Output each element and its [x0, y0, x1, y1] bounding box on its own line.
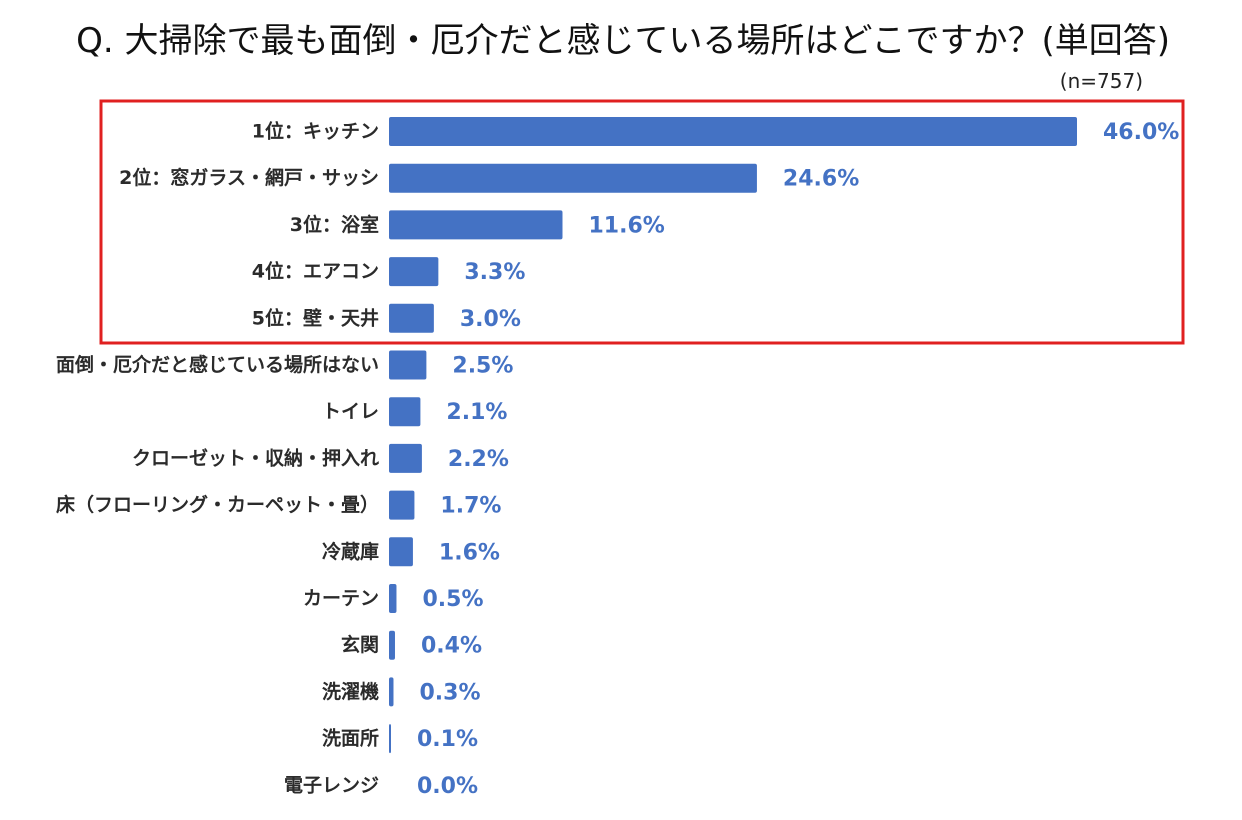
- category-label: 床（フローリング・カーペット・畳）: [56, 493, 379, 516]
- value-label: 2.1%: [446, 400, 507, 425]
- bar: [389, 537, 413, 567]
- value-label: 3.0%: [460, 307, 521, 332]
- category-label: 洗面所: [322, 727, 379, 750]
- value-label: 2.2%: [448, 447, 509, 472]
- chart-title: Q. 大掃除で最も面倒・厄介だと感じている場所はどこですか？(単回答): [76, 21, 1170, 61]
- value-label: 3.3%: [464, 260, 525, 285]
- bar: [389, 724, 391, 754]
- value-label: 0.3%: [419, 680, 480, 705]
- bar: [389, 397, 421, 427]
- value-label: 46.0%: [1103, 120, 1179, 145]
- category-label: 3位：浴室: [290, 213, 379, 236]
- category-label: クローゼット・収納・押入れ: [132, 446, 379, 469]
- value-label: 2.5%: [452, 354, 513, 379]
- category-label: 2位：窓ガラス・網戸・サッシ: [119, 166, 379, 189]
- bar: [389, 490, 415, 520]
- value-label: 1.7%: [440, 494, 501, 519]
- top5-highlight-box: [99, 99, 1185, 345]
- category-label: トイレ: [322, 401, 379, 423]
- bar: [389, 677, 394, 707]
- value-label: 0.5%: [422, 587, 483, 612]
- bar: [389, 584, 397, 613]
- category-label: 1位：キッチン: [252, 120, 379, 143]
- bar: [389, 163, 757, 193]
- bar: [389, 350, 427, 380]
- bar: [389, 303, 434, 333]
- value-label: 24.6%: [783, 167, 859, 192]
- value-label: 0.1%: [417, 727, 478, 752]
- value-label: 1.6%: [439, 540, 500, 565]
- category-label: 電子レンジ: [284, 774, 379, 796]
- bar: [389, 443, 422, 473]
- category-label: カーテン: [303, 588, 379, 610]
- category-label: 4位：エアコン: [252, 260, 379, 283]
- category-label: 5位：壁・天井: [252, 306, 379, 329]
- bar: [389, 210, 563, 240]
- category-label: 冷蔵庫: [322, 540, 379, 563]
- value-label: 0.4%: [421, 634, 482, 659]
- category-label: 玄関: [341, 633, 379, 656]
- bar: [389, 117, 1077, 146]
- bars-group: 1位：キッチン 46.0% 2位：窓ガラス・網戸・サッシ 24.6% 3位：浴室 11.6…: [56, 117, 1179, 799]
- value-label: 0.0%: [417, 774, 478, 799]
- bar: [389, 630, 395, 660]
- category-label: 洗濯機: [322, 680, 379, 703]
- bar: [389, 257, 439, 287]
- chart-subtitle: (n=757): [1060, 69, 1143, 93]
- value-label: 11.6%: [588, 213, 664, 238]
- category-label: 面倒・厄介だと感じている場所はない: [56, 353, 379, 376]
